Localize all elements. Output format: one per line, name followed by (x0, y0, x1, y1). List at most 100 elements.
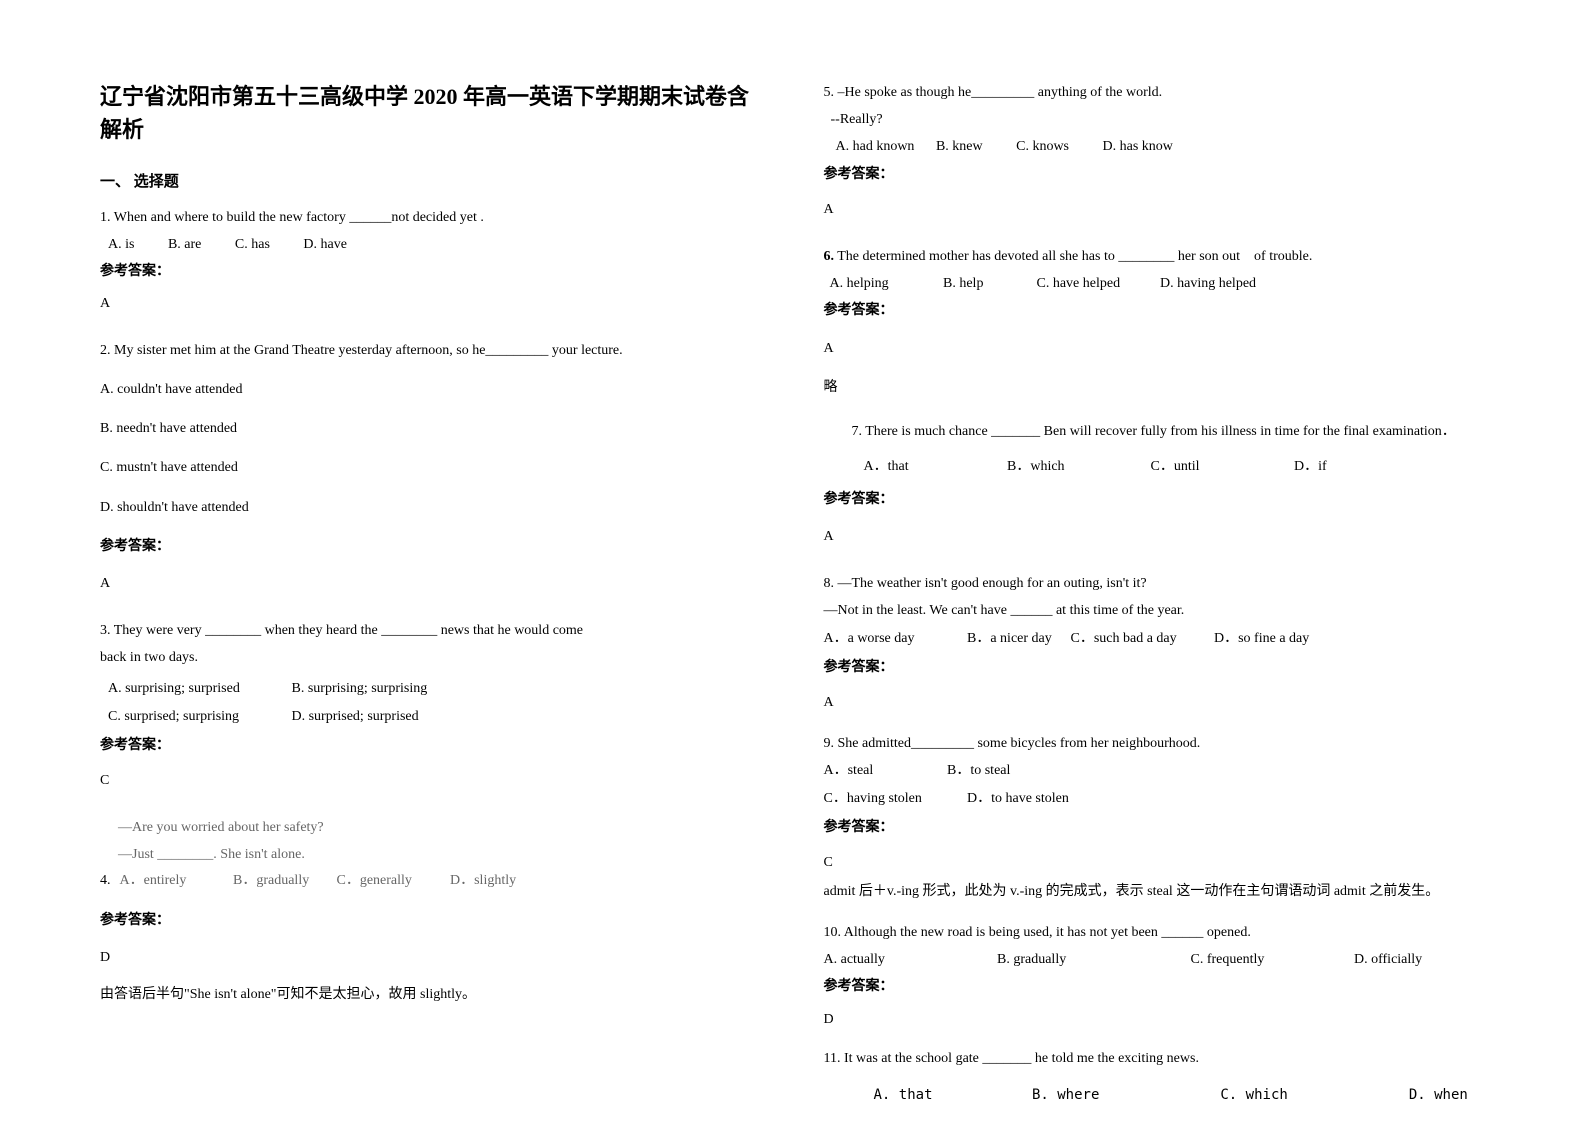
q8-text2: —Not in the least. We can't have ______ … (824, 598, 1488, 623)
q11-optA: A. that (874, 1083, 1024, 1108)
q4-options-row: 4. A．entirely B．gradually C．generally D．… (100, 868, 764, 893)
q2-answer-label: 参考答案： (100, 534, 764, 559)
q9-options-row2: C．having stolen D．to have stolen (824, 786, 1488, 811)
q5-text2: --Really? (824, 107, 1488, 132)
document-title: 辽宁省沈阳市第五十三高级中学 2020 年高一英语下学期期末试卷含解析 (100, 80, 764, 146)
q8-optB: B．a nicer day (967, 626, 1067, 651)
q3-options-row2: C. surprised; surprising D. surprised; s… (100, 704, 764, 729)
q9-text: 9. She admitted_________ some bicycles f… (824, 731, 1488, 756)
q3-answer: C (100, 768, 764, 793)
q7-text: 7. There is much chance _______ Ben will… (824, 420, 1488, 444)
q2-optB: B. needn't have attended (100, 416, 764, 441)
q9-answer: C (824, 850, 1488, 875)
q4-optC: C．generally (337, 868, 447, 893)
q3-optC: C. surprised; surprising (108, 704, 288, 729)
q1-options: A. is B. are C. has D. have (100, 232, 764, 257)
q9-options-row1: A．steal B．to steal (824, 758, 1488, 783)
q6-options: A. helping B. help C. have helped D. hav… (824, 271, 1488, 296)
q4-line2: —Just ________. She isn't alone. (118, 842, 764, 869)
q11-optD: D. when (1409, 1083, 1468, 1108)
q10-options: A. actually B. gradually C. frequently D… (824, 947, 1488, 972)
q2-optC: C. mustn't have attended (100, 455, 764, 480)
q7-answer: A (824, 524, 1488, 549)
q8-answer-label: 参考答案： (824, 655, 1488, 680)
q6-answer-label: 参考答案： (824, 298, 1488, 323)
question-4: —Are you worried about her safety? —Just… (100, 815, 764, 1006)
q2-optD: D. shouldn't have attended (100, 495, 764, 520)
q5-options: A. had known B. knew C. knows D. has kno… (824, 134, 1488, 159)
q10-optA: A. actually (824, 947, 994, 972)
q8-text: 8. —The weather isn't good enough for an… (824, 571, 1488, 596)
q11-optC: C. which (1220, 1083, 1400, 1108)
q4-optA: A．entirely (120, 868, 230, 893)
q3-optD: D. surprised; surprised (292, 709, 419, 724)
q5-text: 5. –He spoke as though he_________ anyth… (824, 80, 1488, 105)
q6-optC: C. have helped (1037, 271, 1157, 296)
q7-options: A．that B．which C．until D．if (824, 454, 1488, 479)
q11-options: A. that B. where C. which D. when (824, 1083, 1488, 1108)
q7-answer-label: 参考答案： (824, 487, 1488, 512)
q5-optA: A. had known (836, 134, 915, 159)
q7-optA: A．that (864, 454, 1004, 479)
q10-optD: D. officially (1354, 947, 1422, 972)
q3-options-row1: A. surprising; surprised B. surprising; … (100, 676, 764, 701)
question-6: 6. The determined mother has devoted all… (824, 244, 1488, 400)
q10-answer: D (824, 1007, 1488, 1032)
q6-note: 略 (824, 375, 1488, 400)
q2-optA: A. couldn't have attended (100, 377, 764, 402)
q1-optC: C. has (235, 232, 270, 257)
q3-text: 3. They were very ________ when they hea… (100, 618, 764, 643)
q5-answer-label: 参考答案： (824, 162, 1488, 187)
q7-optB: B．which (1007, 454, 1147, 479)
q8-optA: A．a worse day (824, 626, 964, 651)
q9-answer-label: 参考答案： (824, 815, 1488, 840)
question-9: 9. She admitted_________ some bicycles f… (824, 731, 1488, 903)
q6-answer: A (824, 336, 1488, 361)
q9-optA: A．steal (824, 758, 944, 783)
q9-optC: C．having stolen (824, 786, 964, 811)
q4-line1: —Are you worried about her safety? (118, 815, 764, 842)
q10-text: 10. Although the new road is being used,… (824, 920, 1488, 945)
question-2: 2. My sister met him at the Grand Theatr… (100, 338, 764, 606)
question-11: 11. It was at the school gate _______ he… (824, 1046, 1488, 1110)
left-column: 辽宁省沈阳市第五十三高级中学 2020 年高一英语下学期期末试卷含解析 一、 选… (100, 80, 764, 1082)
question-10: 10. Although the new road is being used,… (824, 920, 1488, 1035)
section-header-1: 一、 选择题 (100, 170, 764, 191)
q7-optD: D．if (1294, 454, 1327, 479)
q5-optD: D. has know (1103, 134, 1173, 159)
q9-optD: D．to have stolen (967, 791, 1069, 806)
question-8: 8. —The weather isn't good enough for an… (824, 571, 1488, 719)
question-5: 5. –He spoke as though he_________ anyth… (824, 80, 1488, 232)
q4-answer: D (100, 945, 764, 970)
question-7: 7. There is much chance _______ Ben will… (824, 420, 1488, 559)
q1-answer-label: 参考答案： (100, 259, 764, 284)
q4-num: 4. (100, 868, 116, 893)
q7-optC: C．until (1151, 454, 1291, 479)
question-3: 3. They were very ________ when they hea… (100, 618, 764, 803)
question-1: 1. When and where to build the new facto… (100, 205, 764, 326)
q3-optA: A. surprising; surprised (108, 676, 288, 701)
q5-answer: A (824, 197, 1488, 222)
q8-optC: C．such bad a day (1071, 626, 1211, 651)
q2-answer: A (100, 571, 764, 596)
q10-optC: C. frequently (1191, 947, 1351, 972)
q8-answer: A (824, 690, 1488, 715)
q1-answer: A (100, 291, 764, 316)
q8-options: A．a worse day B．a nicer day C．such bad a… (824, 626, 1488, 651)
right-column: 5. –He spoke as though he_________ anyth… (824, 80, 1488, 1082)
q6-text: 6. The determined mother has devoted all… (824, 244, 1488, 269)
q11-text: 11. It was at the school gate _______ he… (824, 1046, 1488, 1071)
q6-optB: B. help (943, 271, 1033, 296)
q1-optD: D. have (303, 232, 347, 257)
q4-answer-label: 参考答案： (100, 908, 764, 933)
q6-optD: D. having helped (1160, 276, 1256, 291)
q1-optB: B. are (168, 232, 201, 257)
q8-optD: D．so fine a day (1214, 631, 1309, 646)
q9-optB: B．to steal (947, 763, 1010, 778)
q2-text: 2. My sister met him at the Grand Theatr… (100, 338, 764, 363)
q3-text2: back in two days. (100, 645, 764, 670)
q9-explanation: admit 后＋v.-ing 形式，此处为 v.-ing 的完成式，表示 ste… (824, 881, 1488, 903)
q3-answer-label: 参考答案： (100, 733, 764, 758)
q5-optB: B. knew (936, 134, 983, 159)
q5-optC: C. knows (1016, 134, 1069, 159)
